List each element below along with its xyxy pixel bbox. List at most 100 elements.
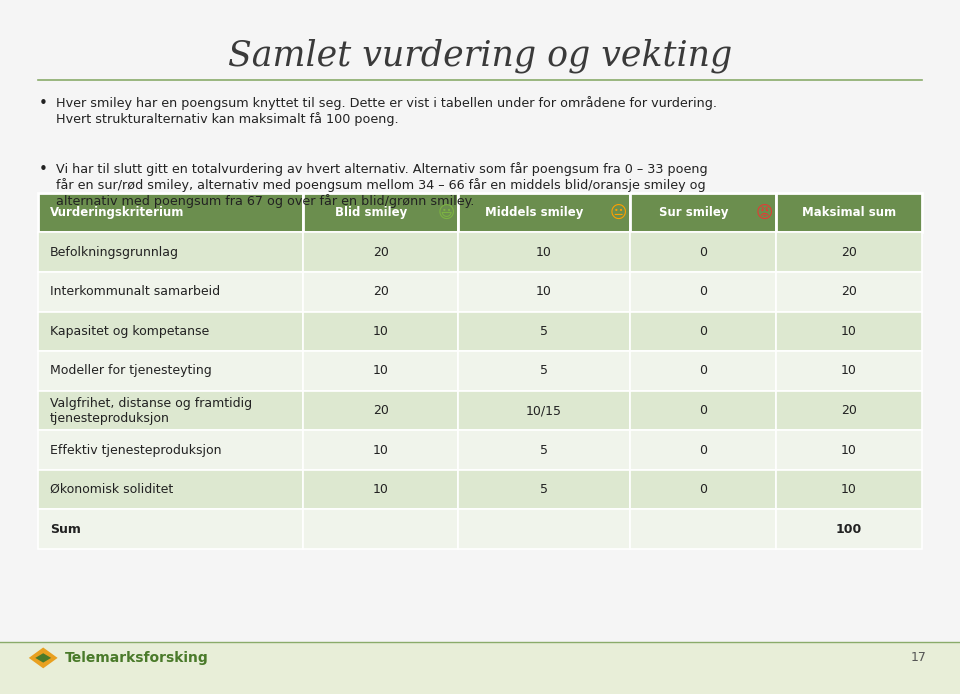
FancyBboxPatch shape [303,312,458,351]
Text: 10/15: 10/15 [526,404,562,417]
FancyBboxPatch shape [776,232,922,272]
Text: 20: 20 [372,285,389,298]
Text: 10: 10 [536,246,552,259]
FancyBboxPatch shape [776,509,922,549]
FancyBboxPatch shape [38,470,303,509]
Text: Valgfrihet, distanse og framtidig
tjenesteproduksjon: Valgfrihet, distanse og framtidig tjenes… [50,396,252,425]
Text: Sum: Sum [50,523,81,536]
Text: Kapasitet og kompetanse: Kapasitet og kompetanse [50,325,209,338]
FancyBboxPatch shape [458,351,630,391]
Text: 10: 10 [841,443,856,457]
Text: 20: 20 [841,404,856,417]
FancyBboxPatch shape [303,391,458,430]
Polygon shape [36,653,51,663]
Text: Maksimal sum: Maksimal sum [802,206,896,219]
Text: 10: 10 [372,443,389,457]
Text: Interkommunalt samarbeid: Interkommunalt samarbeid [50,285,220,298]
FancyBboxPatch shape [303,430,458,470]
FancyBboxPatch shape [38,272,303,312]
Text: 20: 20 [841,246,856,259]
Text: Effektiv tjenesteproduksjon: Effektiv tjenesteproduksjon [50,443,222,457]
Text: 😡: 😡 [756,204,773,221]
FancyBboxPatch shape [630,193,776,232]
FancyBboxPatch shape [630,391,776,430]
Text: 10: 10 [536,285,552,298]
Text: 100: 100 [835,523,862,536]
Text: 10: 10 [372,364,389,378]
FancyBboxPatch shape [38,312,303,351]
Text: 10: 10 [372,325,389,338]
Text: 5: 5 [540,364,548,378]
Text: 0: 0 [699,483,707,496]
FancyBboxPatch shape [303,232,458,272]
FancyBboxPatch shape [38,509,303,549]
FancyBboxPatch shape [458,391,630,430]
FancyBboxPatch shape [776,312,922,351]
Text: 0: 0 [699,404,707,417]
Text: 😃: 😃 [438,204,455,221]
FancyBboxPatch shape [776,391,922,430]
Text: 5: 5 [540,325,548,338]
FancyBboxPatch shape [776,470,922,509]
FancyBboxPatch shape [458,193,630,232]
Text: 10: 10 [841,325,856,338]
Text: 17: 17 [910,652,926,664]
Text: 0: 0 [699,443,707,457]
Text: Blid smiley: Blid smiley [335,206,407,219]
FancyBboxPatch shape [776,193,922,232]
FancyBboxPatch shape [776,272,922,312]
Text: Sur smiley: Sur smiley [659,206,728,219]
Text: Befolkningsgrunnlag: Befolkningsgrunnlag [50,246,179,259]
Text: Samlet vurdering og vekting: Samlet vurdering og vekting [228,38,732,73]
FancyBboxPatch shape [458,509,630,549]
FancyBboxPatch shape [630,509,776,549]
FancyBboxPatch shape [776,351,922,391]
Text: Vurderingskriterium: Vurderingskriterium [50,206,184,219]
FancyBboxPatch shape [303,509,458,549]
FancyBboxPatch shape [458,272,630,312]
FancyBboxPatch shape [38,351,303,391]
Text: 10: 10 [841,483,856,496]
Text: 20: 20 [372,404,389,417]
FancyBboxPatch shape [776,430,922,470]
FancyBboxPatch shape [303,351,458,391]
Text: 10: 10 [372,483,389,496]
Text: 0: 0 [699,285,707,298]
FancyBboxPatch shape [38,232,303,272]
FancyBboxPatch shape [458,312,630,351]
FancyBboxPatch shape [630,312,776,351]
FancyBboxPatch shape [458,430,630,470]
Text: 😐: 😐 [610,204,627,221]
Text: 0: 0 [699,246,707,259]
Text: Telemarksforsking: Telemarksforsking [65,651,209,665]
Text: Vi har til slutt gitt en totalvurdering av hvert alternativ. Alternativ som får : Vi har til slutt gitt en totalvurdering … [56,162,708,208]
FancyBboxPatch shape [630,351,776,391]
FancyBboxPatch shape [303,193,458,232]
FancyBboxPatch shape [38,430,303,470]
Text: Økonomisk soliditet: Økonomisk soliditet [50,483,173,496]
FancyBboxPatch shape [38,193,303,232]
FancyBboxPatch shape [38,391,303,430]
Text: Middels smiley: Middels smiley [485,206,584,219]
FancyBboxPatch shape [458,232,630,272]
FancyBboxPatch shape [630,272,776,312]
Text: 5: 5 [540,443,548,457]
FancyBboxPatch shape [303,272,458,312]
Text: •: • [38,162,48,177]
FancyBboxPatch shape [0,642,960,694]
FancyBboxPatch shape [303,470,458,509]
Text: 20: 20 [841,285,856,298]
Text: 0: 0 [699,364,707,378]
Text: Hver smiley har en poengsum knyttet til seg. Dette er vist i tabellen under for : Hver smiley har en poengsum knyttet til … [56,96,717,126]
FancyBboxPatch shape [630,430,776,470]
FancyBboxPatch shape [458,470,630,509]
Polygon shape [29,648,58,668]
Text: 10: 10 [841,364,856,378]
FancyBboxPatch shape [630,232,776,272]
Text: Modeller for tjenesteyting: Modeller for tjenesteyting [50,364,211,378]
Text: 20: 20 [372,246,389,259]
Text: 0: 0 [699,325,707,338]
Text: •: • [38,96,48,111]
FancyBboxPatch shape [630,470,776,509]
Text: 5: 5 [540,483,548,496]
